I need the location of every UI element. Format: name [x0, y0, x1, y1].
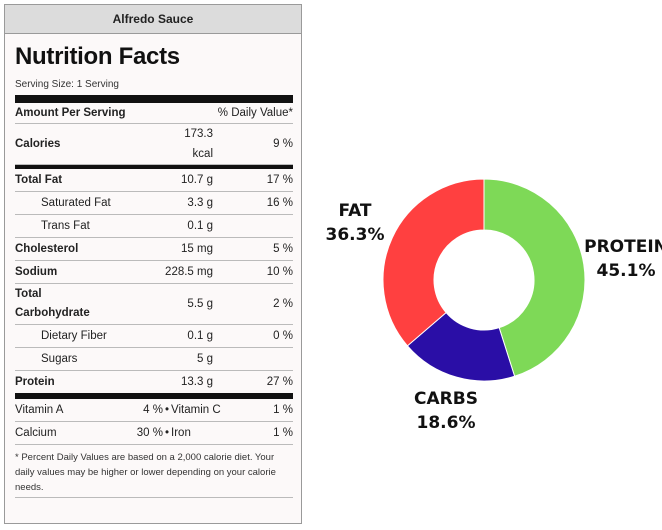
vitamin-label: Calcium	[15, 426, 57, 439]
nutrient-row-saturated-fat: Saturated Fat 3.3 g 16 %	[15, 192, 293, 215]
nutrient-pct: 5 %	[273, 242, 293, 255]
nutrient-row-sugars: Sugars 5 g	[15, 348, 293, 371]
vitamin-label: • Vitamin C	[163, 404, 241, 416]
nutrient-label-line1: Total	[15, 287, 42, 300]
vitamin-pct: 1 %	[273, 403, 293, 416]
amount-per-serving-header: Amount Per Serving % Daily Value*	[15, 103, 293, 124]
nutrient-label: Total Fat	[15, 173, 63, 186]
slice-percent-protein: 45.1%	[597, 261, 656, 281]
nutrient-amount: 0.1 g	[187, 329, 213, 342]
nutrition-facts-heading: Nutrition Facts	[15, 43, 180, 70]
nutrient-pct: 2 %	[273, 297, 293, 310]
serving-size: Serving Size: 1 Serving	[15, 78, 119, 90]
nutrient-row-sodium: Sodium 228.5 mg 10 %	[15, 261, 293, 284]
vitamin-label: Vitamin A	[15, 403, 64, 416]
nutrient-pct: 0 %	[273, 329, 293, 342]
nutrient-row-dietary-fiber: Dietary Fiber 0.1 g 0 %	[15, 325, 293, 348]
nutrient-label: Trans Fat	[41, 219, 90, 232]
nutrient-label: Dietary Fiber	[41, 329, 107, 342]
nutrient-pct: 16 %	[266, 196, 293, 209]
slice-percent-fat: 36.3%	[326, 225, 385, 245]
calories-row: Calories 173.3 kcal 9 %	[15, 124, 293, 165]
nutrient-amount: 13.3 g	[181, 375, 213, 388]
donut-slice-carbs	[406, 311, 516, 382]
daily-value-footnote: * Percent Daily Values are based on a 2,…	[15, 445, 293, 498]
nutrition-label-card: Alfredo Sauce Nutrition Facts Serving Si…	[4, 4, 302, 524]
nutrient-amount: 0.1 g	[187, 219, 213, 232]
nutrient-amount: 5 g	[197, 352, 213, 365]
calories-unit: kcal	[192, 147, 213, 160]
nutrient-amount: 228.5 mg	[165, 265, 213, 278]
divider-big	[15, 392, 293, 399]
calories-amount: 173.3 kcal	[155, 124, 213, 164]
nutrient-label: Protein	[15, 375, 55, 388]
nutrient-row-total-fat: Total Fat 10.7 g 17 %	[15, 169, 293, 192]
donut-slice-protein	[483, 178, 586, 377]
nutrient-label: Sugars	[41, 352, 78, 365]
bullet: •	[165, 403, 170, 416]
nutrient-label: Total Carbohydrate	[15, 285, 155, 323]
nutrient-label: Cholesterol	[15, 242, 79, 255]
vitamin-pct: 30 %	[136, 426, 163, 439]
vitamin-label: • Iron	[163, 427, 241, 439]
vitamin-label-text: Iron	[171, 426, 191, 439]
nutrient-amount: 3.3 g	[187, 196, 213, 209]
calories-label: Calories	[15, 137, 61, 150]
nutrient-label: Sodium	[15, 265, 58, 278]
bullet: •	[165, 426, 170, 439]
daily-value-header: % Daily Value*	[217, 106, 293, 119]
vitamin-pct: 1 %	[273, 426, 293, 439]
calories-pct: 9 %	[273, 137, 293, 150]
calories-value: 173.3	[184, 127, 213, 140]
slice-label-protein: PROTEIN	[584, 237, 662, 257]
nutrient-pct: 27 %	[266, 375, 293, 388]
nutrient-row-protein: Protein 13.3 g 27 %	[15, 371, 293, 393]
nutrient-amount: 5.5 g	[187, 297, 213, 310]
vitamin-row-calcium-iron: Calcium 30 % • Iron 1 %	[15, 422, 293, 445]
slice-percent-carbs: 18.6%	[417, 413, 476, 433]
nutrient-row-cholesterol: Cholesterol 15 mg 5 %	[15, 238, 293, 261]
vitamin-label-text: Vitamin C	[171, 403, 221, 416]
vitamin-pct: 4 %	[143, 403, 163, 416]
nutrient-pct: 17 %	[266, 173, 293, 186]
divider-medium	[15, 164, 293, 169]
nutrient-label: Saturated Fat	[41, 196, 111, 209]
nutrition-facts-panel: Nutrition Facts Serving Size: 1 Serving …	[15, 43, 293, 498]
amount-per-serving-label: Amount Per Serving	[15, 106, 126, 119]
nutrient-amount: 15 mg	[181, 242, 213, 255]
nutrient-row-total-carbohydrate: Total Carbohydrate 5.5 g 2 %	[15, 284, 293, 325]
nutrient-amount: 10.7 g	[181, 173, 213, 186]
recipe-title: Alfredo Sauce	[5, 5, 301, 34]
nutrient-row-trans-fat: Trans Fat 0.1 g	[15, 215, 293, 238]
nutrient-pct: 10 %	[266, 265, 293, 278]
nutrient-label-line2: Carbohydrate	[15, 306, 90, 319]
donut-slice-fat	[382, 178, 485, 347]
vitamin-row-a-c: Vitamin A 4 % • Vitamin C 1 %	[15, 399, 293, 422]
slice-label-carbs: CARBS	[414, 389, 478, 409]
slice-label-fat: FAT	[338, 201, 371, 221]
macronutrient-donut-chart: PROTEIN 45.1% CARBS 18.6% FAT 36.3%	[326, 178, 662, 433]
divider-thick	[15, 94, 293, 103]
